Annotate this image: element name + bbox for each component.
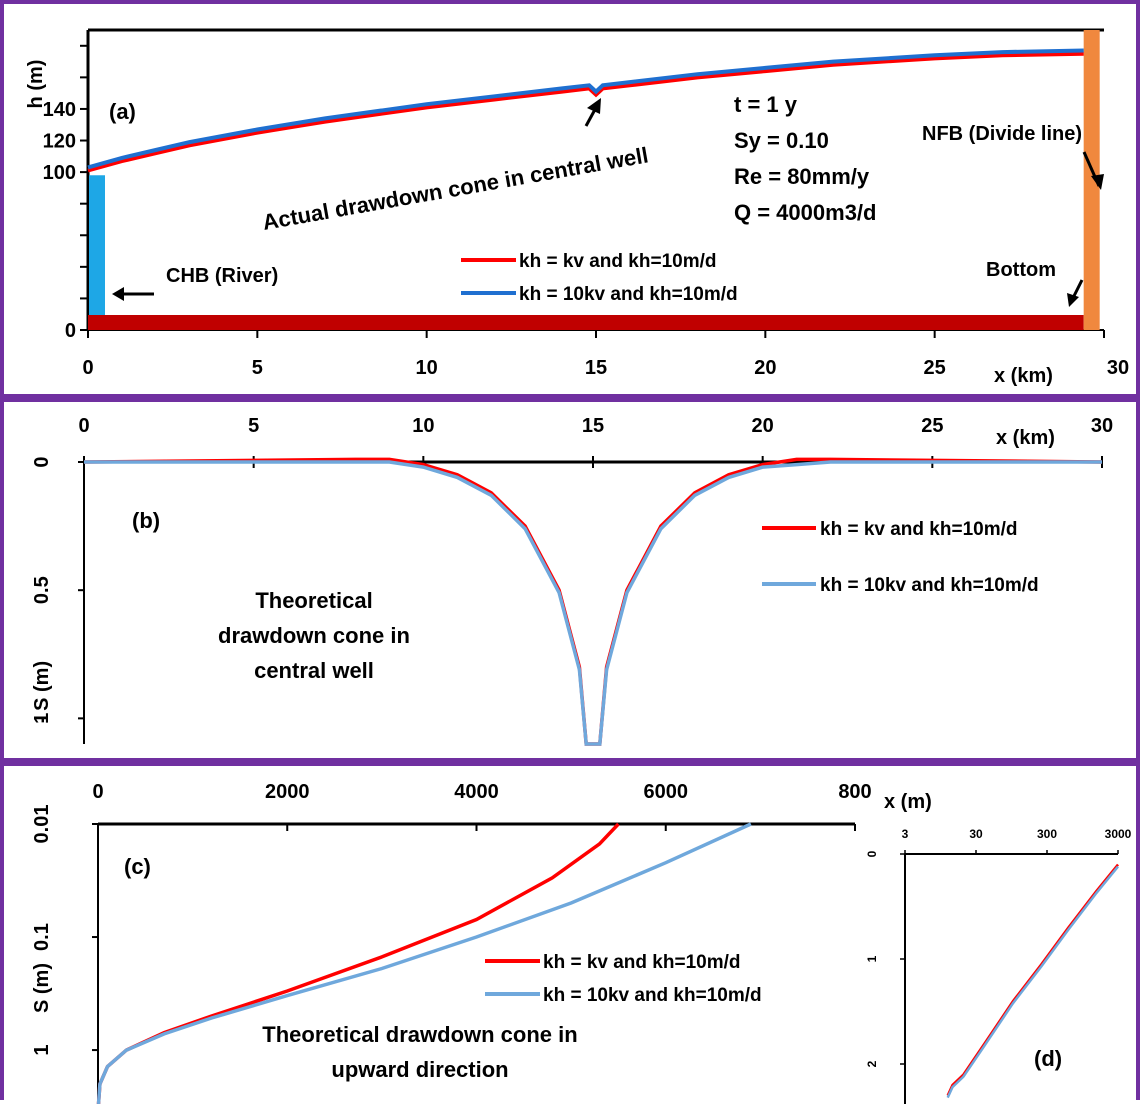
- param-text-a: t = 1 y: [734, 92, 798, 117]
- x-tick-label-a: 10: [416, 357, 438, 379]
- x-tick-label-a: 20: [754, 357, 776, 379]
- cone-label-b: central well: [254, 658, 374, 683]
- y-tick-label-b: 1: [31, 713, 53, 724]
- x-tick-label-b: 10: [412, 415, 434, 437]
- panel-b: 0 5 10 15 20 25 30 x (km) 0 0.5 1- S (m) (b) Theoret…: [0, 398, 1140, 762]
- panel-c: 0 2000 4000 6000 800 0.01 0.1 1 S (m) (c) Theoreti…: [0, 762, 1140, 1104]
- legend-label-c: kh = 10kv and kh=10m/d: [543, 985, 762, 1006]
- legend-label-a: kh = 10kv and kh=10m/d: [519, 284, 738, 305]
- legend-label-a: kh = kv and kh=10m/d: [519, 251, 716, 272]
- nfb-label-a: NFB (Divide line): [922, 123, 1082, 145]
- x-axis-label-d: x (m): [884, 791, 932, 813]
- y-tick-label-a: 120: [43, 131, 76, 153]
- x-tick-label-a: 30: [1107, 357, 1129, 379]
- series-line-b-1: [83, 457, 1103, 746]
- chart-a: 0 100 120 140 0 5 10 15 20 25 30 x (km) h (m) (a) t = …: [25, 28, 1129, 387]
- chb-label-a: CHB (River): [166, 265, 278, 287]
- series-line-c-2: [96, 822, 752, 1104]
- x-axis-label-a: x (km): [994, 365, 1053, 387]
- y-tick-label-b: 0: [31, 456, 53, 467]
- x-tick-label-c: 800: [838, 781, 871, 803]
- x-tick-label-b: 30: [1091, 415, 1113, 437]
- x-tick-label-b: 5: [248, 415, 259, 437]
- chart-b: 0 5 10 15 20 25 30 x (km) 0 0.5 1- S (m) (b) Theoret…: [31, 415, 1113, 746]
- y-axis-label-b: - S (m): [31, 661, 53, 723]
- y-tick-label-a: 140: [43, 99, 76, 121]
- legend-label-b: kh = kv and kh=10m/d: [820, 519, 1017, 540]
- x-tick-label-a: 5: [252, 357, 263, 379]
- x-tick-label-d: 3000: [1105, 827, 1132, 841]
- legend-label-b: kh = 10kv and kh=10m/d: [820, 575, 1039, 596]
- x-tick-label-a: 0: [82, 357, 93, 379]
- param-text-a: Re = 80mm/y: [734, 164, 870, 189]
- legend-label-c: kh = kv and kh=10m/d: [543, 952, 740, 973]
- y-axis-label-a: h (m): [25, 60, 47, 109]
- x-tick-label-d: 30: [969, 827, 983, 841]
- param-text-a: Sy = 0.10: [734, 128, 829, 153]
- y-axis-label-c: S (m): [31, 963, 53, 1013]
- series-line-d-2: [946, 865, 1119, 1099]
- series-line-b-2: [84, 460, 1102, 746]
- bottom-label-a: Bottom: [986, 259, 1056, 281]
- chb-river-a: [89, 175, 105, 315]
- cone-label-a: Actual drawdown cone in central well: [261, 142, 651, 235]
- x-tick-label-c: 2000: [265, 781, 310, 803]
- y-tick-label-a: 100: [43, 162, 76, 184]
- panel-label-d: (d): [1034, 1046, 1062, 1071]
- x-tick-label-b: 0: [78, 415, 89, 437]
- bottom-layer-a: [88, 315, 1084, 330]
- y-tick-label-d: 2: [865, 1060, 879, 1067]
- nfb-arrowhead-a: [1091, 174, 1104, 190]
- x-tick-label-a: 15: [585, 357, 607, 379]
- cone-label-c: upward direction: [331, 1057, 508, 1082]
- y-tick-label-a: 0: [65, 320, 76, 342]
- x-axis-label-b: x (km): [996, 427, 1055, 449]
- y-tick-label-d: 1: [865, 955, 879, 962]
- x-tick-label-d: 3: [902, 827, 909, 841]
- panel-a: 0 100 120 140 0 5 10 15 20 25 30 x (km) h (m) (a) t = …: [0, 0, 1140, 398]
- x-tick-label-c: 4000: [454, 781, 499, 803]
- x-tick-label-b: 15: [582, 415, 604, 437]
- cone-arrowhead-a: [587, 98, 601, 114]
- panel-label-b: (b): [132, 508, 160, 533]
- x-tick-label-d: 300: [1037, 827, 1057, 841]
- panel-label-a: (a): [109, 99, 136, 124]
- panel-label-c: (c): [124, 854, 151, 879]
- chart-c-and-d: 0 2000 4000 6000 800 0.01 0.1 1 S (m) (c) Theoreti…: [31, 781, 1132, 1104]
- series-line-a-2: [87, 48, 1084, 170]
- y-tick-label-b: 0.5: [31, 576, 53, 604]
- cone-label-c: Theoretical drawdown cone in: [262, 1022, 577, 1047]
- x-tick-label-b: 20: [752, 415, 774, 437]
- y-tick-label-c: 0.1: [31, 923, 53, 951]
- series-line-a-1: [87, 51, 1084, 173]
- x-tick-label-c: 6000: [644, 781, 689, 803]
- y-tick-label-c: 0.01: [31, 805, 53, 844]
- chb-arrowhead-a: [112, 287, 124, 301]
- x-tick-label-a: 25: [924, 357, 946, 379]
- x-tick-label-c: 0: [92, 781, 103, 803]
- cone-label-b: drawdown cone in: [218, 623, 410, 648]
- y-tick-label-c: 1: [31, 1045, 53, 1056]
- param-text-a: Q = 4000m3/d: [734, 200, 876, 225]
- x-tick-label-b: 25: [921, 415, 943, 437]
- y-tick-label-d: 0: [865, 850, 879, 857]
- nfb-boundary-a: [1083, 30, 1100, 330]
- cone-label-b: Theoretical: [255, 588, 372, 613]
- bottom-arrowhead-a: [1067, 293, 1079, 307]
